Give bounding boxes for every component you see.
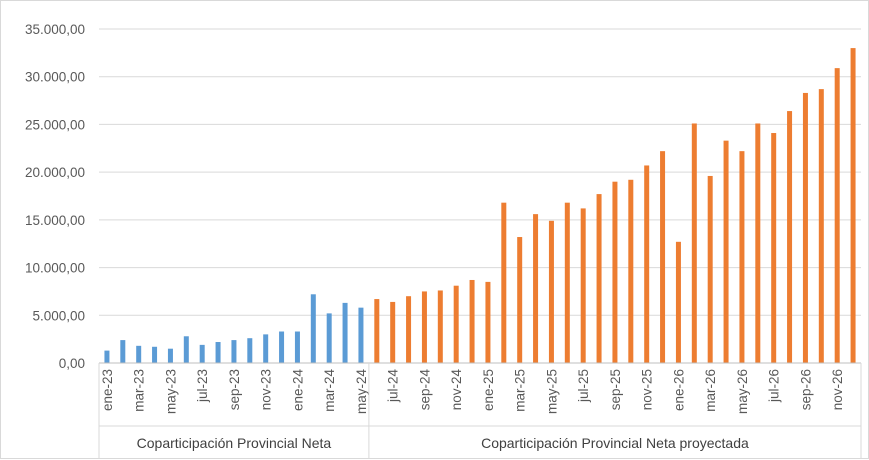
x-tick-label: ene-26 xyxy=(671,369,686,411)
bar xyxy=(183,336,189,363)
bar xyxy=(199,344,205,363)
x-tick-label: mar-26 xyxy=(703,369,718,412)
bar xyxy=(660,151,666,363)
y-tick-label: 15.000,00 xyxy=(25,213,85,228)
x-tick-label: sep-24 xyxy=(417,369,432,411)
bar xyxy=(787,111,793,363)
bar xyxy=(707,175,713,363)
bar xyxy=(104,350,110,363)
x-tick-label: mar-23 xyxy=(132,369,147,412)
bar xyxy=(755,123,761,363)
x-tick-label: jul-24 xyxy=(386,369,401,404)
bar xyxy=(167,348,173,363)
bar xyxy=(136,345,142,363)
x-tick-label: sep-25 xyxy=(608,369,623,410)
bar xyxy=(247,338,253,363)
bar xyxy=(453,285,459,363)
bar xyxy=(596,194,602,363)
bar xyxy=(723,140,729,363)
bar xyxy=(580,208,586,363)
bar xyxy=(406,296,412,363)
bar xyxy=(834,68,840,363)
bar xyxy=(421,291,427,363)
x-tick-label: may-25 xyxy=(544,369,559,414)
bar xyxy=(326,313,332,363)
bar xyxy=(485,281,491,363)
bar xyxy=(294,331,300,363)
y-tick-label: 25.000,00 xyxy=(25,117,85,132)
y-axis-labels: 0,00 5.000,00 10.000,00 15.000,00 20.000,00 2… xyxy=(25,22,85,371)
x-tick-label: sep-26 xyxy=(798,369,813,410)
x-tick-label: ene-25 xyxy=(481,369,496,411)
x-tick-label: sep-23 xyxy=(227,369,242,410)
bar xyxy=(517,237,523,363)
bar xyxy=(310,294,316,363)
y-tick-label: 35.000,00 xyxy=(25,22,85,37)
bar xyxy=(374,299,380,363)
x-tick-label: jul-26 xyxy=(767,369,782,403)
bar xyxy=(469,279,475,363)
x-tick-label: nov-23 xyxy=(259,369,274,410)
bar xyxy=(437,290,443,363)
bar xyxy=(533,214,539,363)
group-label: Coparticipación Provincial Neta xyxy=(137,435,332,451)
bar xyxy=(818,89,824,364)
category-groups: Coparticipación Provincial Neta Copartici… xyxy=(98,363,862,458)
x-tick-label: nov-24 xyxy=(449,369,464,411)
x-tick-label: mar-25 xyxy=(513,369,528,412)
bar xyxy=(564,202,570,363)
bar xyxy=(675,241,681,363)
bar xyxy=(612,181,618,363)
y-tick-label: 5.000,00 xyxy=(32,308,85,323)
x-tick-label: may-24 xyxy=(354,369,369,415)
y-tick-label: 10.000,00 xyxy=(25,261,85,276)
bar xyxy=(342,302,348,363)
bar xyxy=(644,165,650,363)
bar xyxy=(802,92,808,363)
bar xyxy=(263,334,269,363)
bar xyxy=(390,301,396,363)
bar xyxy=(215,342,221,363)
x-tick-label: ene-23 xyxy=(100,369,115,411)
bar xyxy=(152,346,158,363)
x-tick-label: may-23 xyxy=(163,369,178,414)
bar xyxy=(628,179,634,363)
x-tick-label: nov-26 xyxy=(830,369,845,410)
bar xyxy=(279,331,285,363)
bars xyxy=(104,48,856,364)
x-tick-label: jul-23 xyxy=(195,369,210,403)
gridlines xyxy=(99,28,861,316)
x-tick-label: ene-24 xyxy=(290,369,305,412)
bar xyxy=(231,340,237,363)
x-axis-labels: ene-23 mar-23 may-23 jul-23 sep-23 nov-23 ene-… xyxy=(100,369,845,415)
x-tick-label: jul-25 xyxy=(576,369,591,403)
bar xyxy=(120,340,126,363)
x-tick-label: may-26 xyxy=(735,369,750,414)
bar xyxy=(548,220,554,363)
bar xyxy=(771,133,777,363)
y-tick-label: 30.000,00 xyxy=(25,70,85,85)
y-tick-label: 0,00 xyxy=(59,356,85,371)
group-label: Coparticipación Provincial Neta proyecta… xyxy=(481,435,749,451)
y-tick-label: 20.000,00 xyxy=(25,165,85,180)
bar xyxy=(501,202,507,363)
bar xyxy=(358,307,364,363)
x-tick-label: mar-24 xyxy=(322,369,337,412)
bar xyxy=(691,123,697,363)
bar xyxy=(739,151,745,363)
x-tick-label: nov-25 xyxy=(640,369,655,410)
bar xyxy=(850,48,856,364)
